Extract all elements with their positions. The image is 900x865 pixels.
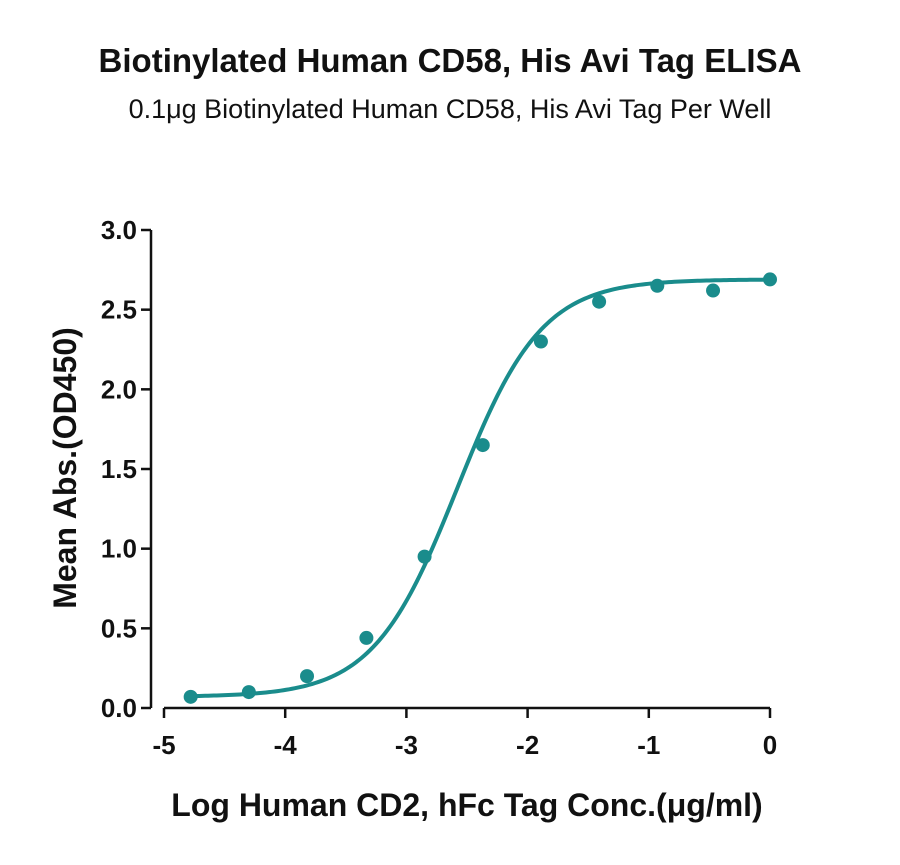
y-axis-title: Mean Abs.(OD450): [47, 327, 83, 609]
y-tick-label: 3.0: [101, 215, 137, 245]
data-points: [183, 272, 777, 704]
data-point: [183, 689, 198, 704]
x-tick-label: -3: [395, 730, 418, 760]
axes: 0.0 0.5 1.0 1.5 2.0 2.5 3.0 -5 -4 -3 -2 -1 0: [101, 215, 777, 760]
data-point: [359, 630, 374, 645]
y-tick-label: 2.0: [101, 374, 137, 404]
data-point: [475, 438, 490, 453]
x-tick-label: -1: [637, 730, 660, 760]
x-tick-label: -4: [274, 730, 298, 760]
data-point: [706, 283, 721, 298]
chart-subtitle: 0.1μg Biotinylated Human CD58, His Avi T…: [128, 94, 772, 124]
y-tick-label: 0.5: [101, 613, 137, 643]
data-point: [650, 278, 665, 293]
x-tick-label: -5: [152, 730, 175, 760]
data-point: [592, 294, 607, 309]
y-tick-label: 2.5: [101, 295, 137, 325]
x-tick-label: 0: [763, 730, 777, 760]
data-point: [533, 334, 548, 349]
chart-title: Biotinylated Human CD58, His Avi Tag ELI…: [98, 42, 802, 79]
data-point: [241, 685, 256, 700]
y-tick-label: 1.0: [101, 534, 137, 564]
x-tick-label: -2: [516, 730, 539, 760]
data-point: [417, 549, 432, 564]
x-axis-title: Log Human CD2, hFc Tag Conc.(μg/ml): [171, 787, 762, 823]
y-tick-label: 1.5: [101, 454, 137, 484]
fit-curve: [190, 277, 771, 699]
y-tick-label: 0.0: [101, 693, 137, 723]
data-point: [763, 272, 777, 287]
data-point: [300, 669, 315, 684]
